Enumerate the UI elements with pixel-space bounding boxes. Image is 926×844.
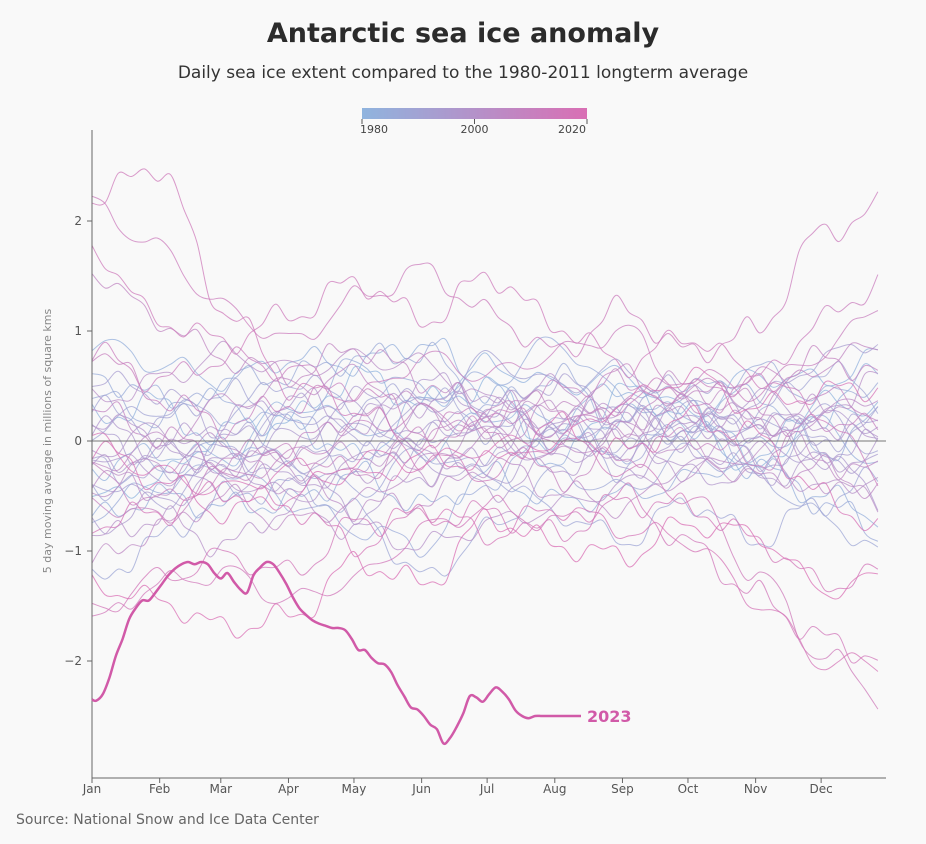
- series-line-2014: [91, 191, 879, 364]
- y-tick-label: 2: [74, 214, 82, 228]
- series-line-2002: [91, 440, 879, 558]
- y-axis-ticks: 2 1 0 −1 −2: [64, 214, 92, 668]
- legend-label-start: 1980: [360, 123, 388, 136]
- x-tick-label: Apr: [278, 782, 299, 796]
- x-tick-label: Jan: [82, 782, 102, 796]
- series-line-2018: [91, 492, 879, 613]
- x-axis-ticks: Jan Feb Mar Apr May Jun Jul Aug Sep Oct Nov Dec: [82, 778, 833, 796]
- series-line-2015: [91, 245, 879, 487]
- x-tick-label: Nov: [744, 782, 767, 796]
- x-tick-label: Oct: [678, 782, 699, 796]
- series-line-2003: [91, 340, 878, 437]
- series-line-2021: [91, 405, 879, 532]
- x-tick-label: Aug: [543, 782, 566, 796]
- x-tick-label: Jun: [411, 782, 431, 796]
- series-line-1984: [91, 414, 878, 519]
- series-line-1988: [91, 442, 879, 580]
- series-line-2008: [91, 273, 879, 438]
- series-line-2023: [91, 560, 581, 746]
- x-tick-label: Dec: [810, 782, 833, 796]
- chart-title: Antarctic sea ice anomaly: [266, 18, 660, 49]
- y-tick-label: 0: [74, 434, 82, 448]
- series-line-1985: [91, 336, 879, 462]
- series-line-1992: [91, 349, 879, 484]
- series-line-2004: [91, 399, 879, 513]
- series-line-1982: [91, 363, 879, 481]
- series-line-2000: [91, 407, 879, 503]
- series-line-2001: [91, 382, 879, 483]
- series-line-1999: [91, 402, 879, 492]
- year-color-legend: 1980 2000 2020: [360, 108, 588, 136]
- highlight-series-label: 2023: [587, 707, 632, 726]
- x-tick-label: Feb: [149, 782, 170, 796]
- legend-label-end: 2020: [558, 123, 586, 136]
- series-line-1996: [91, 399, 879, 535]
- y-tick-label: −1: [64, 544, 82, 558]
- x-tick-label: Mar: [209, 782, 232, 796]
- series-line-2022: [91, 508, 878, 639]
- series-line-1983: [91, 338, 879, 528]
- series-line-1989: [91, 440, 879, 548]
- series-line-2012: [91, 310, 879, 446]
- series-line-2011: [91, 412, 879, 524]
- series-line-2017: [91, 482, 879, 664]
- series-line-2010: [91, 344, 879, 506]
- series-line-2006: [91, 421, 879, 564]
- series-line-1997: [91, 411, 879, 526]
- series-line-2013: [91, 274, 879, 403]
- x-tick-label: May: [342, 782, 367, 796]
- x-tick-label: Sep: [611, 782, 634, 796]
- legend-label-mid: 2000: [461, 123, 489, 136]
- y-tick-label: −2: [64, 654, 82, 668]
- source-note: Source: National Snow and Ice Data Cente…: [16, 812, 319, 828]
- chart-subtitle: Daily sea ice extent compared to the 198…: [177, 63, 749, 83]
- series-line-2016: [91, 168, 879, 710]
- y-tick-label: 1: [74, 324, 82, 338]
- series-line-2020: [91, 366, 879, 525]
- legend-color-bar: [362, 108, 587, 119]
- x-tick-label: Jul: [479, 782, 494, 796]
- series-line-2019: [91, 481, 879, 672]
- series-line-1990: [91, 361, 879, 483]
- background-series-group: [91, 168, 879, 710]
- series-line-1998: [91, 372, 879, 460]
- highlight-series-group: 2023: [91, 560, 632, 746]
- series-line-1987: [91, 341, 879, 430]
- series-line-2007: [91, 363, 879, 481]
- y-axis-label: 5 day moving average in millions of squa…: [41, 308, 54, 573]
